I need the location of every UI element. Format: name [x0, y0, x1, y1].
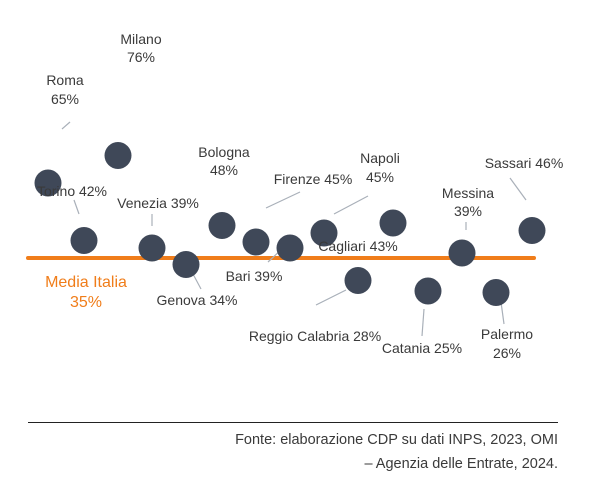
point-torino [70, 227, 98, 254]
point-genova [172, 251, 200, 278]
leader-sassari [509, 177, 527, 201]
label-reggio-calabria: Reggio Calabria 28% [249, 328, 381, 344]
label-genova: Genova 34% [157, 292, 238, 308]
value-label-bologna: 48% [210, 162, 238, 178]
point-sassari [518, 217, 546, 244]
point-cagliari [379, 209, 407, 237]
source-line-1: Fonte: elaborazione CDP su dati INPS, 20… [235, 432, 558, 448]
leader-reggio-calabria [315, 289, 347, 306]
point-bari [276, 234, 304, 262]
label-sassari: Sassari 46% [485, 155, 564, 171]
label-venezia: Venezia 39% [117, 195, 199, 211]
label-bari: Bari 39% [226, 268, 283, 284]
leader-firenze [265, 191, 301, 209]
leader-torino [73, 199, 80, 215]
point-milano [104, 142, 132, 169]
leader-genova [192, 273, 202, 290]
label-roma: Roma [46, 72, 84, 88]
label-torino: Torino 42% [37, 183, 107, 199]
source-divider [28, 422, 558, 423]
value-label-messina: 39% [454, 203, 482, 219]
label-firenze: Firenze 45% [274, 171, 353, 187]
leader-napoli [333, 195, 369, 215]
point-palermo [482, 279, 510, 306]
value-label-roma: 65% [51, 91, 79, 107]
average-value-label: 35% [70, 294, 102, 311]
point-catania [414, 277, 442, 305]
point-messina [448, 239, 476, 267]
label-milano: Milano [120, 31, 161, 47]
source-line-2: – Agenzia delle Entrate, 2024. [364, 456, 558, 472]
point-firenze [242, 228, 270, 256]
point-venezia [138, 234, 166, 262]
average-label: Media Italia [45, 274, 127, 291]
point-napoli [310, 219, 338, 247]
label-catania: Catania 25% [382, 340, 462, 356]
label-palermo: Palermo [481, 326, 533, 342]
source-note: Fonte: elaborazione CDP su dati INPS, 20… [28, 428, 558, 476]
value-label-napoli: 45% [366, 169, 394, 185]
point-bologna [208, 212, 236, 239]
leader-roma [61, 121, 71, 130]
chart-area: Media Italia 35% Roma 65% Milano 76% Torino 42… [26, 31, 564, 361]
label-cagliari: Cagliari 43% [318, 238, 397, 254]
leader-palermo [500, 301, 505, 325]
point-roma [34, 169, 62, 197]
leader-catania [421, 308, 425, 337]
value-label-palermo: 26% [493, 345, 521, 361]
label-messina: Messina [442, 185, 494, 201]
label-bologna: Bologna [198, 144, 250, 160]
scatter-chart: Media Italia 35% Roma 65% Milano 76% Torino 42… [26, 31, 564, 361]
value-label-milano: 76% [127, 49, 155, 65]
point-reggio-calabria [344, 267, 372, 294]
label-napoli: Napoli [360, 150, 400, 166]
